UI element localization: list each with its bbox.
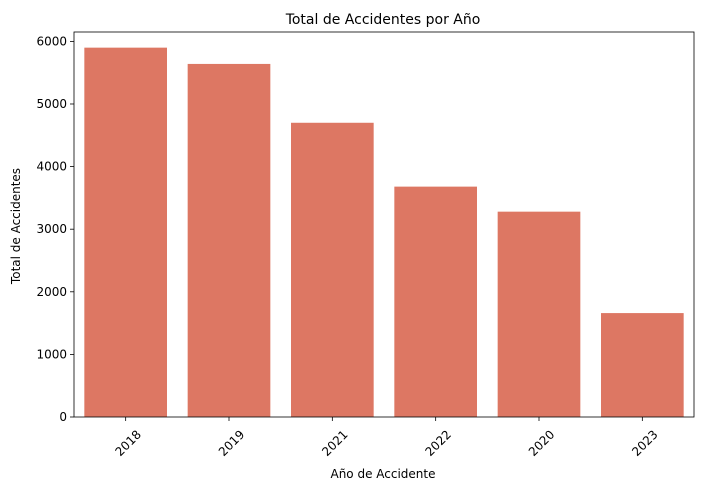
y-tick-label-4000: 4000 bbox=[36, 160, 67, 174]
bar-2018 bbox=[84, 47, 167, 418]
x-tick-label-2018: 2018 bbox=[113, 427, 144, 458]
x-tick-label-2021: 2021 bbox=[319, 427, 350, 458]
chart-title: Total de Accidentes por Año bbox=[285, 12, 481, 28]
x-tick-label-2020: 2020 bbox=[526, 427, 557, 458]
y-axis-label: Total de Accidentes bbox=[9, 168, 23, 285]
x-axis-label: Año de Accidente bbox=[330, 467, 435, 481]
bar-2022 bbox=[394, 186, 477, 417]
y-tick-label-0: 0 bbox=[59, 410, 67, 424]
y-tick-label-5000: 5000 bbox=[36, 97, 67, 111]
x-tick-label-2022: 2022 bbox=[423, 427, 454, 458]
bar-2020 bbox=[497, 211, 581, 417]
bar-2023 bbox=[601, 313, 684, 417]
x-tick-label-2023: 2023 bbox=[629, 427, 660, 458]
y-tick-label-1000: 1000 bbox=[36, 347, 67, 361]
axes-frame bbox=[73, 31, 695, 418]
y-tick-label-2000: 2000 bbox=[36, 285, 67, 299]
y-tick-label-3000: 3000 bbox=[36, 222, 67, 236]
x-tick-label-2019: 2019 bbox=[216, 427, 247, 458]
bar-2019 bbox=[187, 63, 271, 418]
bar-2021 bbox=[291, 122, 374, 418]
y-tick-label-6000: 6000 bbox=[36, 34, 67, 48]
plot-area: 0 1000 2000 3000 4000 5000 6000 2018 2019 2021 202… bbox=[36, 31, 695, 459]
